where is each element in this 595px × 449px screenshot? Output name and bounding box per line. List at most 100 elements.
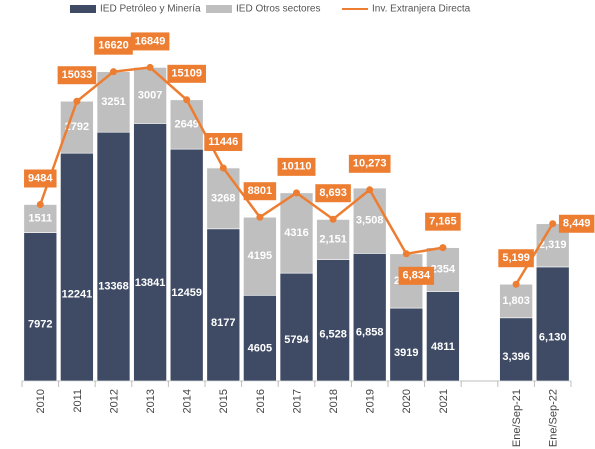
- line-point: [219, 164, 227, 172]
- bar-label: 4605: [248, 342, 272, 354]
- x-tick-label: 2018: [328, 389, 340, 413]
- legend-swatch: [206, 5, 232, 13]
- bar-label: 3,508: [356, 215, 384, 227]
- bar-label: 1511: [28, 212, 52, 224]
- line-point: [366, 186, 374, 194]
- line-point: [183, 96, 191, 104]
- line-point: [329, 215, 337, 223]
- line-label: 15109: [167, 64, 206, 83]
- line-label-box: [24, 169, 57, 188]
- bar-label: 1,803: [502, 295, 530, 307]
- line-label-text: 5,199: [502, 252, 530, 264]
- line-label-box: [167, 64, 206, 83]
- bar: [316, 219, 350, 260]
- line-label: 8,693: [315, 184, 351, 203]
- bar: [426, 291, 460, 382]
- legend-swatch: [70, 5, 96, 13]
- line: [39, 66, 554, 285]
- x-tick-label: 2016: [255, 389, 267, 413]
- line-label: 9484: [24, 169, 57, 188]
- line-point: [439, 244, 447, 252]
- bar-label: 8177: [211, 317, 235, 329]
- line-point: [256, 213, 264, 221]
- line-label-box: [558, 214, 595, 233]
- bar-label: 3007: [138, 89, 162, 101]
- line-label-box: [130, 32, 170, 51]
- line-label: 10,273: [348, 154, 391, 173]
- bar: [169, 148, 204, 382]
- line-label-text: 11446: [208, 136, 238, 148]
- legend-label: Inv. Extranjera Directa: [372, 4, 471, 15]
- bar: [243, 216, 277, 296]
- bar-label: 6,130: [539, 332, 567, 344]
- x-tick-label: 2015: [218, 389, 230, 413]
- line-point: [110, 68, 117, 76]
- bar: [60, 152, 94, 382]
- bar: [389, 307, 424, 382]
- line-label-box: [57, 66, 97, 85]
- line-label: 8,449: [558, 214, 595, 233]
- line-label-text: 16849: [135, 35, 166, 47]
- bar-label: 2,151: [319, 233, 347, 245]
- x-tick-label: 2019: [365, 389, 377, 413]
- bar: [352, 253, 387, 382]
- line-label-box: [348, 154, 391, 173]
- line-label: 16620: [94, 36, 133, 55]
- bar-label: 5794: [284, 334, 309, 346]
- line-label: 16849: [130, 32, 170, 51]
- line-label: 7,165: [425, 212, 461, 231]
- line-label-text: 6,834: [403, 270, 431, 282]
- legend-label: IED Otros sectores: [236, 4, 320, 15]
- line-point: [73, 97, 81, 105]
- line-label-text: 8,693: [319, 187, 347, 199]
- line-label: 11446: [204, 132, 243, 151]
- x-tick-label: 2011: [72, 389, 84, 413]
- line-label-box: [425, 212, 461, 231]
- bar-label: 12241: [62, 288, 93, 300]
- bar-label: 6,528: [319, 329, 347, 341]
- bar-label: 4811: [431, 341, 455, 353]
- x-tick-label: 2010: [35, 389, 47, 413]
- x-tick-label: 2017: [291, 389, 303, 413]
- bar: [23, 232, 58, 382]
- line-label-box: [315, 184, 351, 203]
- bar: [499, 317, 533, 382]
- bar-label: 3,396: [502, 351, 530, 363]
- line-label-box: [398, 266, 435, 285]
- line-point: [146, 63, 154, 71]
- x-tick-label: 2021: [438, 389, 450, 413]
- bar-label: 3919: [394, 347, 418, 359]
- line-label-box: [243, 182, 277, 201]
- line-label: 5,199: [498, 249, 534, 268]
- x-tick-label: 2013: [145, 389, 157, 413]
- x-tick-label: 2014: [182, 389, 194, 413]
- bar: [96, 131, 131, 382]
- bar-label: 4195: [248, 250, 272, 262]
- bar: [206, 167, 241, 230]
- line-label-box: [204, 132, 243, 151]
- bar-label: 12459: [171, 287, 202, 299]
- legend-label: IED Petróleo y Minería: [100, 4, 201, 15]
- bar-label: 2,319: [539, 239, 567, 251]
- line-label-text: 15033: [62, 69, 93, 81]
- bar-label: 3268: [211, 192, 235, 204]
- line-point: [549, 220, 557, 228]
- line-label-text: 7,165: [429, 216, 457, 228]
- line-label-box: [94, 36, 133, 55]
- line-label: 6,834: [398, 266, 435, 285]
- line-label-text: 15109: [171, 68, 202, 80]
- line-label-box: [277, 157, 316, 176]
- line-label: 8801: [243, 182, 277, 201]
- line-label-text: 9484: [28, 172, 53, 184]
- bar: [206, 228, 241, 382]
- x-tick-label: 2012: [108, 389, 120, 413]
- line-point: [402, 250, 410, 258]
- bar-label: 2792: [65, 121, 89, 133]
- line-label: 15033: [57, 66, 97, 85]
- bar-label: 7972: [28, 319, 52, 331]
- line-point: [36, 200, 44, 208]
- line-point: [293, 189, 300, 197]
- line-label-text: 8801: [248, 185, 272, 197]
